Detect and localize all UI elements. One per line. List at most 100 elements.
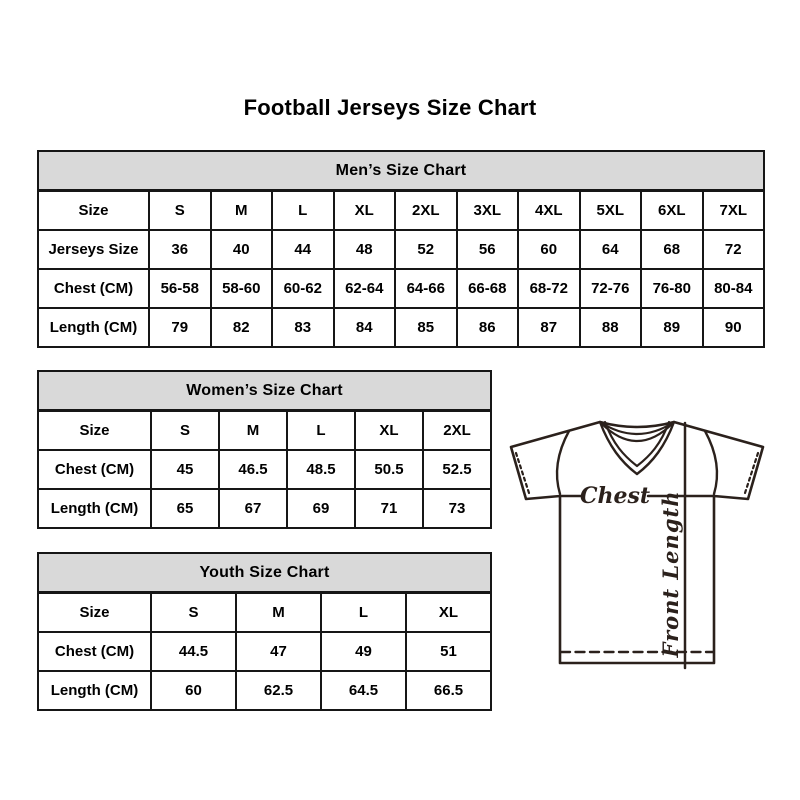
table-cell: 62-64 bbox=[332, 268, 396, 309]
table-cell: S bbox=[150, 591, 237, 633]
row-label-cell: Size bbox=[37, 591, 152, 633]
chest-label: Chest bbox=[580, 483, 650, 509]
table-cell: 2XL bbox=[394, 189, 458, 231]
row-label-cell: Chest (CM) bbox=[37, 268, 150, 309]
table-cell: XL bbox=[332, 189, 396, 231]
table-row: Chest (CM) 56-58 58-60 60-62 62-64 64-66 66-68… bbox=[37, 268, 765, 309]
table-cell: 52.5 bbox=[422, 449, 492, 490]
row-label-cell: Length (CM) bbox=[37, 307, 150, 348]
left-seam-icon bbox=[555, 429, 571, 496]
womens-size-chart: Women’s Size Chart Size S M L XL 2XL Chest (CM… bbox=[37, 370, 492, 529]
table-cell: 66-68 bbox=[455, 268, 519, 309]
table-cell: L bbox=[320, 591, 407, 633]
table-cell: 82 bbox=[209, 307, 273, 348]
table-cell: 87 bbox=[517, 307, 581, 348]
table-cell: 69 bbox=[286, 488, 356, 529]
table-cell: 36 bbox=[148, 229, 212, 270]
table-row: Size S M L XL bbox=[37, 591, 492, 633]
table-row: Size S M L XL 2XL bbox=[37, 409, 492, 451]
table-cell: 48 bbox=[332, 229, 396, 270]
right-seam-icon bbox=[703, 429, 719, 496]
row-label-cell: Chest (CM) bbox=[37, 449, 152, 490]
table-cell: 2XL bbox=[422, 409, 492, 451]
table-row: Length (CM) 79 82 83 84 85 86 87 88 89 90 bbox=[37, 307, 765, 348]
table-cell: 67 bbox=[218, 488, 288, 529]
table-cell: M bbox=[218, 409, 288, 451]
table-cell: S bbox=[150, 409, 220, 451]
front-length-label: Front Length bbox=[658, 491, 683, 659]
table-cell: 64-66 bbox=[394, 268, 458, 309]
table-cell: 58-60 bbox=[209, 268, 273, 309]
table-cell: 80-84 bbox=[701, 268, 765, 309]
table-row: Length (CM) 65 67 69 71 73 bbox=[37, 488, 492, 529]
jersey-outline-icon bbox=[509, 420, 765, 665]
womens-size-table: Women’s Size Chart Size S M L XL 2XL Chest (CM… bbox=[37, 370, 492, 529]
table-cell: 56-58 bbox=[148, 268, 212, 309]
table-cell: 6XL bbox=[640, 189, 704, 231]
table-title: Men’s Size Chart bbox=[37, 150, 765, 192]
page-title: Football Jerseys Size Chart bbox=[243, 95, 537, 120]
table-cell: 64 bbox=[578, 229, 642, 270]
table-title: Women’s Size Chart bbox=[37, 370, 492, 412]
table-cell: 51 bbox=[405, 631, 492, 672]
table-cell: 89 bbox=[640, 307, 704, 348]
table-row: Chest (CM) 45 46.5 48.5 50.5 52.5 bbox=[37, 449, 492, 490]
youth-size-chart: Youth Size Chart Size S M L XL Chest (CM) 44.5… bbox=[37, 552, 492, 711]
right-cuff-stitch-icon bbox=[743, 451, 760, 495]
table-cell: 90 bbox=[701, 307, 765, 348]
jersey-measurement-diagram: Chest Front Length bbox=[503, 402, 775, 670]
mens-size-table: Men’s Size Chart Size S M L XL 2XL 3XL 4XL 5XL 6X… bbox=[37, 150, 765, 348]
table-cell: 52 bbox=[394, 229, 458, 270]
table-cell: 72-76 bbox=[578, 268, 642, 309]
table-cell: 86 bbox=[455, 307, 519, 348]
table-header-row: Men’s Size Chart bbox=[37, 150, 765, 192]
table-cell: 7XL bbox=[701, 189, 765, 231]
table-cell: 60 bbox=[150, 670, 237, 711]
table-cell: 68-72 bbox=[517, 268, 581, 309]
table-cell: XL bbox=[405, 591, 492, 633]
table-cell: 47 bbox=[235, 631, 322, 672]
table-cell: 40 bbox=[209, 229, 273, 270]
row-label-cell: Length (CM) bbox=[37, 488, 152, 529]
table-cell: 72 bbox=[701, 229, 765, 270]
table-cell: 84 bbox=[332, 307, 396, 348]
table-cell: 79 bbox=[148, 307, 212, 348]
table-cell: 88 bbox=[578, 307, 642, 348]
table-cell: 44 bbox=[271, 229, 335, 270]
table-row: Jerseys Size 36 40 44 48 52 56 60 64 68 72 bbox=[37, 229, 765, 270]
table-cell: M bbox=[235, 591, 322, 633]
table-cell: S bbox=[148, 189, 212, 231]
table-cell: L bbox=[286, 409, 356, 451]
table-cell: 64.5 bbox=[320, 670, 407, 711]
youth-size-table: Youth Size Chart Size S M L XL Chest (CM) 44.5… bbox=[37, 552, 492, 711]
table-cell: 60-62 bbox=[271, 268, 335, 309]
row-label-cell: Size bbox=[37, 409, 152, 451]
table-cell: 4XL bbox=[517, 189, 581, 231]
row-label-cell: Size bbox=[37, 189, 150, 231]
table-header-row: Youth Size Chart bbox=[37, 552, 492, 594]
table-row: Length (CM) 60 62.5 64.5 66.5 bbox=[37, 670, 492, 711]
table-cell: 66.5 bbox=[405, 670, 492, 711]
table-cell: XL bbox=[354, 409, 424, 451]
table-cell: 3XL bbox=[455, 189, 519, 231]
table-cell: 83 bbox=[271, 307, 335, 348]
mens-size-chart: Men’s Size Chart Size S M L XL 2XL 3XL 4XL 5XL 6X… bbox=[37, 150, 765, 348]
table-cell: 49 bbox=[320, 631, 407, 672]
table-cell: 68 bbox=[640, 229, 704, 270]
table-cell: M bbox=[209, 189, 273, 231]
table-cell: 48.5 bbox=[286, 449, 356, 490]
table-cell: 44.5 bbox=[150, 631, 237, 672]
table-row: Size S M L XL 2XL 3XL 4XL 5XL 6XL 7XL bbox=[37, 189, 765, 231]
table-header-row: Women’s Size Chart bbox=[37, 370, 492, 412]
vneck-outer-icon bbox=[598, 420, 676, 476]
table-cell: 45 bbox=[150, 449, 220, 490]
left-cuff-stitch-icon bbox=[514, 451, 531, 495]
table-cell: 50.5 bbox=[354, 449, 424, 490]
table-cell: 73 bbox=[422, 488, 492, 529]
table-cell: 46.5 bbox=[218, 449, 288, 490]
row-label-cell: Length (CM) bbox=[37, 670, 152, 711]
table-cell: 62.5 bbox=[235, 670, 322, 711]
table-row: Chest (CM) 44.5 47 49 51 bbox=[37, 631, 492, 672]
table-cell: 60 bbox=[517, 229, 581, 270]
